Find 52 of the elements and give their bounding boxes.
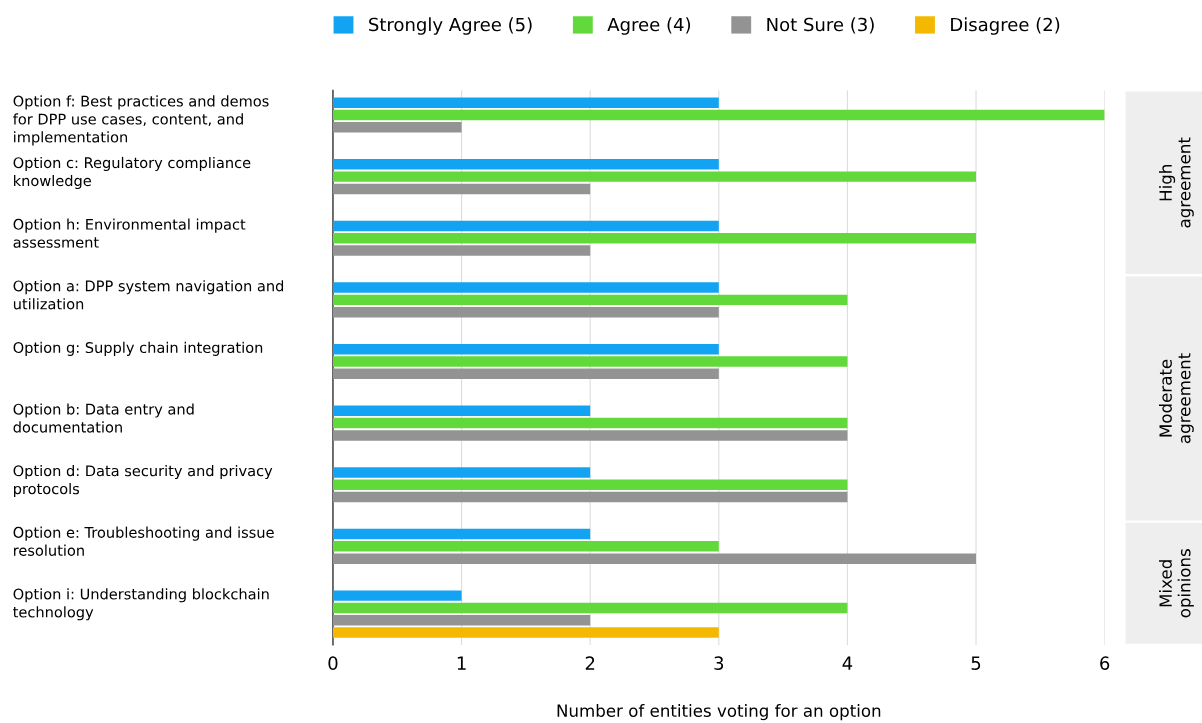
bar: [332, 306, 719, 318]
bar: [332, 183, 591, 195]
bar: [332, 245, 591, 256]
bar: [332, 590, 462, 601]
y-tick-label: Option c: Regulatory compliance knowledge: [13, 156, 251, 190]
x-tick-label: 6: [1100, 656, 1110, 670]
bar: [332, 479, 848, 490]
bar: [332, 356, 848, 367]
y-tick-label: Option g: Supply chain integration: [13, 341, 263, 356]
text: Mixed opinions: [1159, 549, 1194, 618]
x-tick-label: 5: [971, 656, 981, 670]
legend-label: Not Sure (3): [767, 17, 874, 34]
x-tick-label: 0: [328, 656, 338, 670]
bar: [332, 615, 591, 626]
bar: [332, 430, 848, 441]
y-tick-label: Option e: Troubleshooting and issue resolution: [13, 526, 274, 556]
x-tick-label: 4: [842, 656, 853, 670]
bar: [332, 368, 719, 380]
bar: [332, 467, 591, 478]
bar: [332, 109, 1105, 121]
bar: [332, 171, 977, 182]
legend-label: Strongly Agree (5): [369, 17, 532, 35]
bar: [332, 627, 719, 638]
bar: [332, 294, 848, 306]
bar: [332, 343, 719, 355]
y-tick-label: Option i: Understanding blockchain technology: [13, 588, 269, 621]
text: Moderate agreement: [1159, 353, 1194, 444]
x-tick-label: 3: [714, 656, 724, 670]
x-axis-title: Number of entities voting for an option: [557, 704, 881, 721]
y-tick-label: Option a: DPP system navigation and utilization: [13, 280, 284, 310]
bar: [332, 405, 591, 417]
bar: [332, 97, 719, 108]
bar: [332, 528, 591, 540]
bar: [332, 233, 977, 244]
bar: [332, 220, 719, 232]
bar: [332, 282, 719, 293]
y-tick-label: Option d: Data security and privacy protocols: [13, 465, 273, 498]
legend-label: Disagree (2): [951, 17, 1060, 35]
bar: [332, 417, 848, 429]
y-tick-label: Option f: Best practices and demos for DPP use cases, content, and implementation: [13, 95, 269, 146]
y-tick-label: Option h: Environmental impact assessment: [13, 218, 246, 248]
bar: [332, 541, 719, 552]
y-tick-label: Option b: Data entry and documentation: [13, 403, 194, 433]
bar: [332, 491, 848, 503]
bar: [332, 553, 977, 564]
x-tick-label: 2: [585, 656, 595, 670]
legend-label: Agree (4): [607, 17, 691, 35]
bar: [332, 159, 719, 170]
x-tick-label: 1: [457, 656, 466, 670]
bar: [332, 122, 462, 133]
bar: [332, 602, 848, 614]
text: High agreement: [1159, 137, 1194, 228]
